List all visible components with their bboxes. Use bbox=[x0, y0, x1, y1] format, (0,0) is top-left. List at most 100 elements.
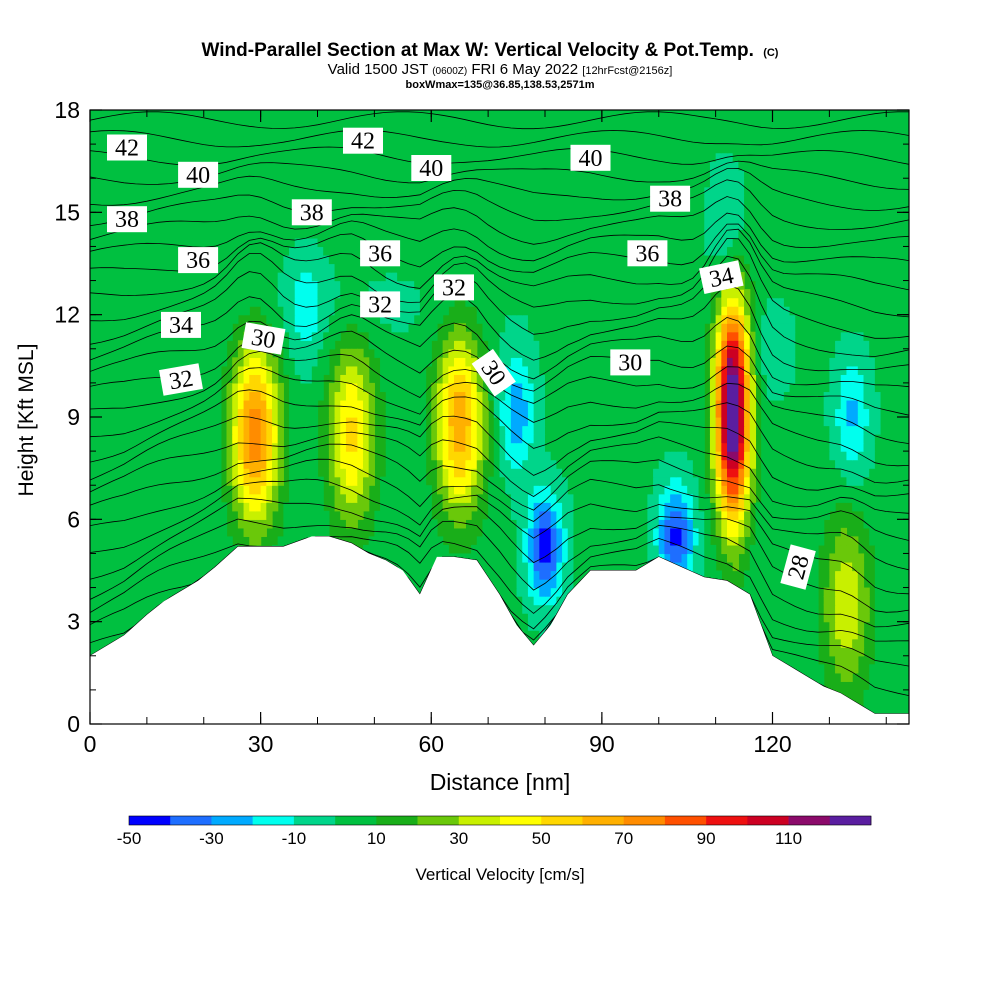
field-cell bbox=[630, 519, 637, 529]
field-cell bbox=[579, 289, 586, 299]
field-cell bbox=[613, 553, 620, 563]
field-cell bbox=[505, 408, 512, 418]
field-cell bbox=[203, 434, 211, 444]
field-cell bbox=[562, 314, 569, 324]
field-cell bbox=[886, 468, 893, 478]
field-cell bbox=[869, 672, 876, 682]
field-cell bbox=[590, 493, 597, 503]
field-cell bbox=[687, 348, 694, 358]
field-cell bbox=[419, 519, 427, 529]
field-cell bbox=[175, 510, 182, 520]
field-cell bbox=[607, 451, 614, 461]
field-cell bbox=[863, 323, 870, 333]
field-cell bbox=[294, 493, 302, 503]
field-cell bbox=[613, 340, 620, 350]
field-cell bbox=[732, 502, 739, 512]
field-cell bbox=[818, 340, 825, 350]
field-cell bbox=[448, 357, 455, 367]
field-cell bbox=[118, 596, 125, 606]
field-cell bbox=[436, 408, 444, 418]
field-cell bbox=[203, 382, 211, 393]
field-cell bbox=[618, 485, 626, 495]
field-cell bbox=[397, 519, 404, 529]
field-cell bbox=[800, 604, 808, 614]
field-cell bbox=[220, 553, 228, 563]
field-cell bbox=[357, 323, 364, 333]
field-cell bbox=[778, 434, 785, 444]
field-cell bbox=[112, 408, 120, 418]
field-cell bbox=[232, 485, 239, 495]
field-cell bbox=[596, 536, 603, 546]
field-cell bbox=[709, 570, 717, 580]
field-cell bbox=[294, 365, 302, 375]
field-cell bbox=[721, 382, 728, 393]
field-cell bbox=[414, 510, 421, 520]
field-cell bbox=[146, 536, 154, 546]
field-cell bbox=[886, 391, 893, 401]
field-cell bbox=[533, 323, 540, 333]
field-cell bbox=[539, 425, 546, 435]
field-cell bbox=[573, 391, 580, 401]
field-cell bbox=[493, 340, 501, 350]
field-cell bbox=[681, 561, 688, 572]
field-cell bbox=[857, 374, 865, 384]
field-cell bbox=[869, 689, 876, 700]
field-cell bbox=[112, 502, 120, 512]
field-cell bbox=[345, 374, 353, 384]
field-cell bbox=[681, 374, 688, 384]
field-cell bbox=[670, 331, 677, 341]
field-cell bbox=[448, 417, 455, 427]
field-cell bbox=[118, 348, 125, 358]
field-cell bbox=[891, 706, 899, 717]
field-cell bbox=[186, 434, 193, 444]
field-cell bbox=[613, 417, 620, 427]
field-cell bbox=[442, 459, 449, 469]
field-cell bbox=[840, 391, 848, 401]
field-cell bbox=[715, 340, 722, 350]
field-cell bbox=[863, 340, 870, 350]
field-cell bbox=[499, 587, 506, 597]
field-cell bbox=[107, 604, 114, 614]
field-cell bbox=[539, 434, 546, 444]
field-cell bbox=[857, 553, 865, 563]
field-cell bbox=[471, 468, 478, 478]
field-cell bbox=[545, 502, 552, 512]
field-cell bbox=[783, 399, 791, 410]
field-cell bbox=[761, 425, 768, 435]
field-cell bbox=[829, 408, 836, 418]
field-cell bbox=[118, 630, 125, 640]
field-cell bbox=[442, 340, 449, 350]
field-cell bbox=[391, 536, 398, 546]
field-cell bbox=[732, 544, 739, 555]
field-cell bbox=[607, 425, 614, 435]
field-cell bbox=[408, 399, 415, 410]
field-cell bbox=[254, 502, 262, 512]
field-cell bbox=[368, 468, 375, 478]
field-cell bbox=[891, 544, 899, 555]
field-cell bbox=[351, 476, 358, 486]
field-cell bbox=[215, 553, 222, 563]
field-cell bbox=[880, 493, 887, 503]
field-cell bbox=[658, 374, 666, 384]
field-cell bbox=[112, 468, 120, 478]
field-cell bbox=[636, 374, 643, 384]
field-cell bbox=[334, 297, 341, 307]
field-cell bbox=[169, 502, 176, 512]
field-cell bbox=[596, 561, 603, 572]
field-cell bbox=[556, 468, 563, 478]
field-cell bbox=[812, 434, 819, 444]
field-cell bbox=[539, 314, 546, 324]
field-cell bbox=[323, 357, 330, 367]
field-cell bbox=[163, 434, 171, 444]
field-cell bbox=[698, 289, 705, 299]
field-cell bbox=[186, 570, 193, 580]
field-cell bbox=[146, 280, 154, 290]
field-cell bbox=[584, 323, 592, 333]
field-cell bbox=[778, 485, 785, 495]
field-cell bbox=[670, 527, 677, 537]
field-cell bbox=[903, 357, 909, 367]
field-cell bbox=[715, 510, 722, 520]
field-cell bbox=[857, 604, 865, 614]
field-cell bbox=[812, 331, 819, 341]
field-cell bbox=[647, 323, 654, 333]
